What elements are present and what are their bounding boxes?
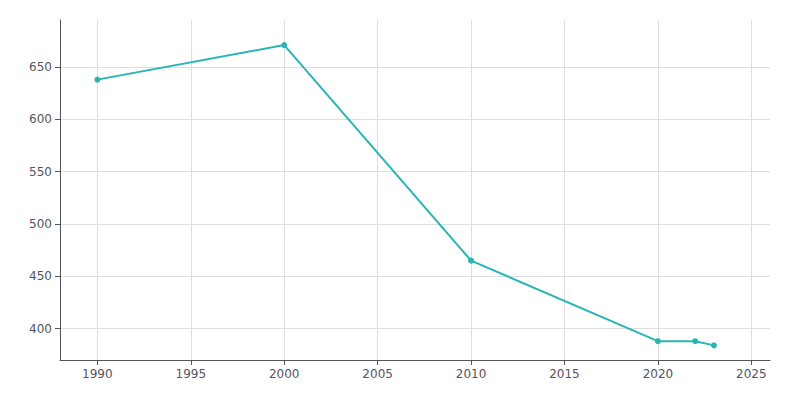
svg-text:600: 600: [29, 112, 52, 126]
svg-text:2015: 2015: [549, 367, 580, 381]
svg-text:2005: 2005: [362, 367, 393, 381]
svg-text:2010: 2010: [456, 367, 487, 381]
svg-text:2025: 2025: [736, 367, 767, 381]
svg-text:550: 550: [29, 165, 52, 179]
svg-text:450: 450: [29, 269, 52, 283]
svg-text:500: 500: [29, 217, 52, 231]
svg-text:1990: 1990: [82, 367, 113, 381]
svg-text:1995: 1995: [176, 367, 207, 381]
svg-text:400: 400: [29, 322, 52, 336]
svg-text:650: 650: [29, 60, 52, 74]
svg-text:2000: 2000: [269, 367, 300, 381]
svg-text:2020: 2020: [643, 367, 674, 381]
